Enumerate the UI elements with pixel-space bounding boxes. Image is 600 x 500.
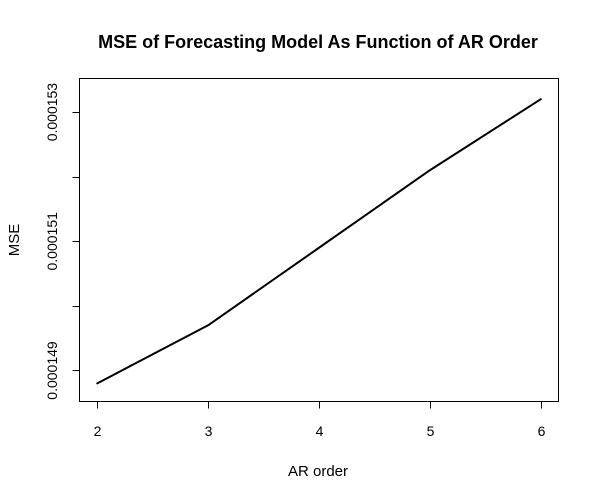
x-tick-label: 2 [94, 423, 102, 439]
y-axis-label: MSE [6, 224, 23, 257]
x-tick-label: 3 [205, 423, 213, 439]
y-axis: 0.000149 0.000151 0.000153 [44, 83, 80, 400]
x-tick-label: 6 [538, 423, 546, 439]
x-axis: 2 3 4 5 6 [94, 401, 546, 439]
x-axis-label: AR order [288, 463, 348, 480]
y-tick-label: 0.000153 [44, 83, 60, 142]
series-layer [96, 98, 542, 385]
y-tick-label: 0.000149 [44, 341, 60, 400]
x-tick-label: 5 [427, 423, 435, 439]
chart-title: MSE of Forecasting Model As Function of … [98, 32, 538, 52]
y-tick-label: 0.000151 [44, 212, 60, 271]
x-tick-label: 4 [316, 423, 324, 439]
plot-frame [79, 78, 559, 402]
series-line [96, 98, 542, 385]
